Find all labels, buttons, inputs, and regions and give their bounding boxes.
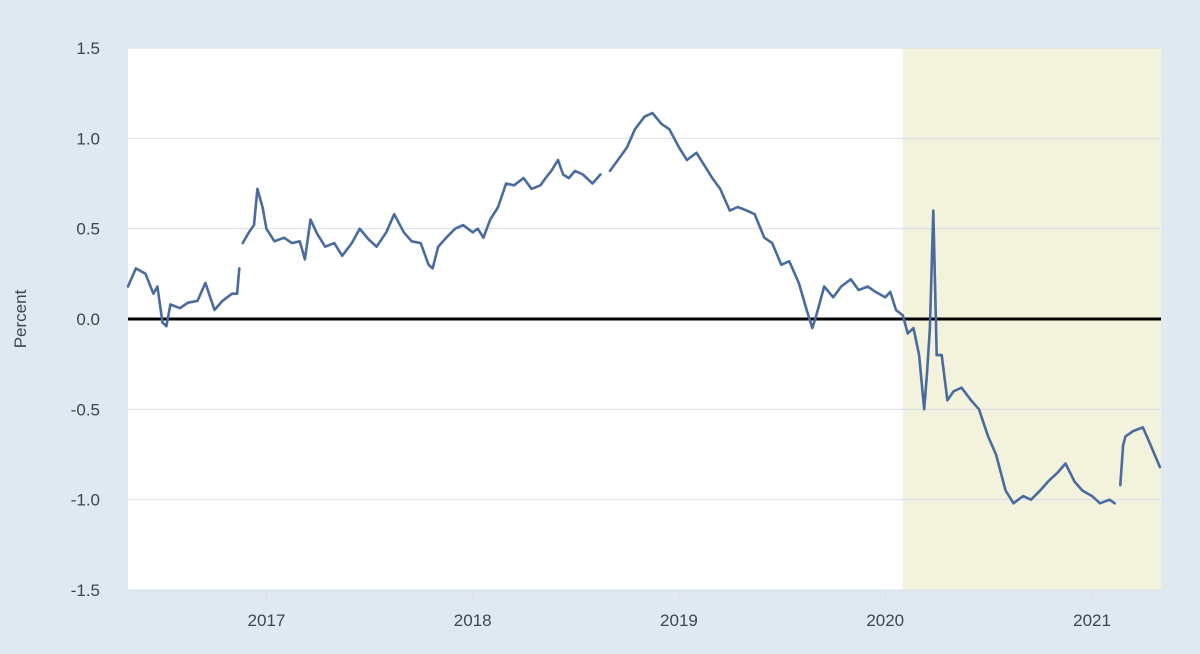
- x-tick-label: 2018: [454, 611, 492, 630]
- y-tick-label: 1.0: [76, 129, 100, 148]
- y-axis-label: Percent: [11, 289, 30, 348]
- y-tick-label: -1.5: [71, 581, 100, 600]
- x-tick-label: 2021: [1073, 611, 1111, 630]
- series-line: [126, 111, 1162, 505]
- y-tick-label: 0.0: [76, 310, 100, 329]
- y-tick-label: -1.0: [71, 491, 100, 510]
- y-axis-ticks: 1.5 1.0 0.5 0.0 -0.5 -1.0 -1.5: [71, 39, 100, 600]
- x-axis-ticks: 2017 2018 2019 2020 2021: [248, 590, 1111, 630]
- series: [126, 111, 1162, 505]
- x-tick-label: 2019: [660, 611, 698, 630]
- y-tick-label: 1.5: [76, 39, 100, 58]
- x-tick-label: 2020: [866, 611, 904, 630]
- y-tick-label: -0.5: [71, 400, 100, 419]
- y-tick-label: 0.5: [76, 220, 100, 239]
- x-tick-label: 2017: [248, 611, 286, 630]
